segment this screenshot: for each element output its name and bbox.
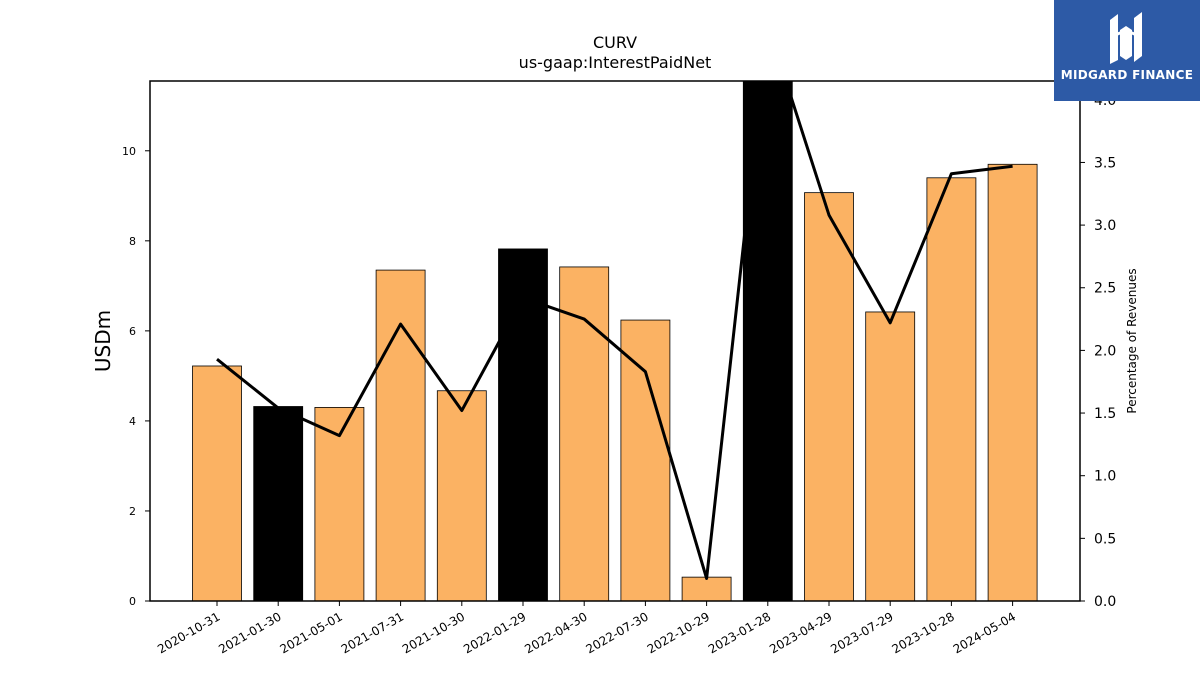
y-tick-label: 10 [122,145,136,158]
x-tick-label: 2023-01-28 [706,609,773,656]
x-tick-label: 2023-04-29 [767,609,834,656]
logo-text: MIDGARD FINANCE [1060,68,1194,82]
bar [314,407,365,602]
x-tick-label: 2021-07-31 [339,609,406,656]
bar [436,390,487,602]
bar [987,163,1038,602]
bar [742,80,793,602]
bar [192,365,242,602]
x-tick-label: 2022-10-29 [645,609,712,656]
bar [620,319,671,602]
x-tick-label: 2020-10-31 [155,609,222,656]
y2-tick-label: 2.5 [1094,281,1116,297]
y-tick-label: 6 [129,325,136,338]
x-tick-label: 2021-10-30 [400,609,467,656]
y2-tick-label: 3.5 [1094,155,1116,171]
x-tick-label: 2021-01-30 [216,609,283,656]
y-axis-label: USDm [91,310,115,372]
bar [926,177,977,602]
y-tick-label: 8 [129,235,136,248]
bar [375,269,426,602]
y-tick-label: 0 [129,595,136,608]
chart-subtitle: us-gaap:InterestPaidNet [519,53,712,72]
x-tick-label: 2021-05-01 [277,609,344,656]
y2-tick-label: 3.0 [1094,218,1116,234]
y2-tick-label: 1.5 [1094,406,1116,422]
y2-tick-label: 1.0 [1094,469,1116,485]
series-line [216,81,1013,580]
bar [253,406,304,602]
y-tick-label: 4 [129,415,136,428]
plot-frame [149,80,1081,602]
bar [498,248,548,602]
x-tick-label: 2024-05-04 [951,609,1018,656]
logo: MIDGARD FINANCE [1054,0,1200,101]
bar [681,576,732,602]
x-tick-label: 2023-07-29 [828,609,895,656]
y-tick-label: 2 [129,505,136,518]
y2-tick-label: 2.0 [1094,343,1116,359]
y2-axis-label: Percentage of Revenues [1125,268,1139,413]
bar [804,192,854,602]
x-tick-label: 2022-04-30 [522,609,589,656]
x-tick-label: 2023-10-28 [889,609,956,656]
chart-title: CURV [593,33,637,52]
x-tick-label: 2022-01-29 [461,609,528,656]
x-tick-label: 2022-07-30 [583,609,650,656]
bar [865,311,916,602]
y2-tick-label: 0.0 [1094,594,1116,610]
y2-tick-label: 0.5 [1094,531,1116,547]
bar [559,266,610,602]
logo-mark-icon [1110,12,1142,64]
